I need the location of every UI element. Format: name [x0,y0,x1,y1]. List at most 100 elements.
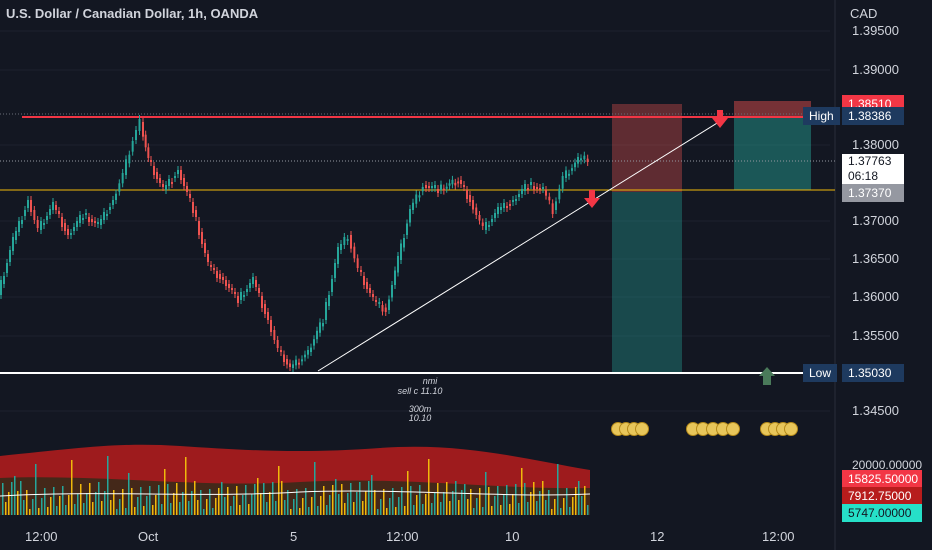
volume-bar [254,484,256,515]
volume-bar [251,494,253,515]
price-tick-label: 1.35500 [852,328,899,343]
volume-bar [98,482,100,515]
volume-bar [23,500,25,515]
candle-body [403,238,405,248]
volume-bar [167,484,169,515]
event-flag-icon[interactable] [726,422,740,436]
volume-bar [233,496,235,515]
candle-body [397,256,399,273]
event-flag-icon[interactable] [784,422,798,436]
volume-bar [527,502,529,515]
candle-body [156,172,158,179]
candle-body [237,296,239,303]
volume-bar [89,483,91,515]
current-price-badge: 1.37763 06:18 [842,154,904,186]
candle-body [533,186,535,190]
candle-body [234,292,236,294]
volume-bar [341,484,343,515]
volume-bar [182,492,184,515]
volume-bar [224,497,226,515]
candle-body [174,176,176,178]
price-tick-label: 1.38000 [852,137,899,152]
volume-ma-line [0,490,591,497]
volume-bar [452,491,454,515]
candle-body [412,202,414,210]
volume-bar [47,507,49,515]
candle-body [539,188,541,190]
volume-bar [275,501,277,515]
candle-body [509,204,511,206]
volume-bar [335,479,337,515]
volume-bar [101,501,103,515]
volume-bar [467,499,469,515]
candle-body [366,282,368,289]
volume-bar [398,497,400,515]
candle-body [310,347,312,352]
volume-bar [257,478,259,515]
candle-body [346,239,349,241]
candle-body [142,122,144,137]
candle-body [70,233,72,235]
volume-bar [311,497,313,515]
volume-bar [161,504,163,515]
annotation-300m: 300m [408,404,432,414]
candle-body [64,223,66,231]
volume-bar [29,509,31,515]
currency-label: CAD [850,6,878,21]
volume-bar [380,499,382,515]
candle-body [472,200,474,210]
volume-bar [302,498,304,515]
volume-bar [320,496,322,515]
volume-bar [218,488,220,515]
candle-body [460,180,462,184]
volume-bar [77,494,79,515]
volume-bar [149,486,151,515]
candle-body [115,193,117,200]
volume-bar [425,494,427,515]
candle-body [55,205,57,210]
volume-bar [11,482,13,515]
volume-bar [473,508,475,515]
candle-body [159,178,161,183]
candle-body [428,186,430,188]
candle-body [27,200,29,208]
volume-bar [458,500,460,515]
candle-body [298,362,300,365]
volume-bar [2,483,4,515]
candle-body [340,244,342,250]
candle-body [276,340,279,348]
current-price: 1.37763 [848,154,892,168]
volume-bar [194,481,196,515]
volume-bar [26,490,28,515]
candle-body [283,354,285,362]
event-flag-icon[interactable] [635,422,649,436]
candle-body [40,221,42,230]
candle-body [316,330,318,340]
candle-body [356,258,359,268]
annotation-sell: sell c 11.10 [397,386,443,396]
volume-bar [494,496,496,515]
volume-bar [38,508,40,515]
volume-bar [8,492,10,515]
volume-bar [17,491,19,515]
volume-bar [293,499,295,515]
candle-body [574,162,576,168]
candle-body [431,186,433,188]
volume-bar [308,507,310,515]
candle-body [33,210,36,220]
candle-body [457,181,460,184]
candle-body [144,134,147,148]
candle-body [138,119,141,131]
candle-body [384,307,387,312]
candle-body [409,209,411,223]
high-label: High [803,107,840,125]
volume-bar [566,488,568,515]
sell-arrow-2-icon [584,190,600,208]
candle-body [415,194,418,204]
volume-bar [287,490,289,515]
volume-bars [2,456,589,515]
candle-body [536,187,538,189]
chart-title: U.S. Dollar / Canadian Dollar, 1h, OANDA [6,6,259,21]
volume-bar [530,492,532,515]
